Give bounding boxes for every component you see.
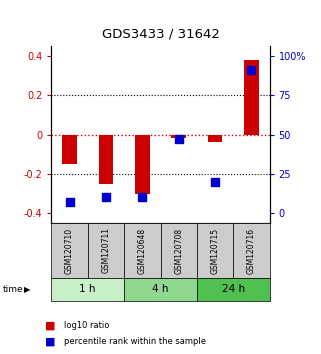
Text: ■: ■ bbox=[45, 337, 56, 347]
Text: GDS3433 / 31642: GDS3433 / 31642 bbox=[101, 27, 220, 40]
Text: GSM120708: GSM120708 bbox=[174, 227, 183, 274]
Point bbox=[103, 195, 108, 200]
Bar bbox=[208, 135, 222, 142]
Bar bbox=[244, 60, 259, 135]
Bar bbox=[99, 135, 113, 184]
Text: GSM120715: GSM120715 bbox=[211, 227, 220, 274]
Point bbox=[67, 199, 72, 205]
Point bbox=[140, 195, 145, 200]
Text: ▶: ▶ bbox=[24, 285, 31, 294]
Bar bbox=[135, 135, 150, 194]
Bar bbox=[171, 135, 186, 138]
Text: GSM120710: GSM120710 bbox=[65, 227, 74, 274]
Text: time: time bbox=[3, 285, 24, 294]
Text: 24 h: 24 h bbox=[222, 284, 245, 295]
Text: GSM120648: GSM120648 bbox=[138, 227, 147, 274]
Text: GSM120716: GSM120716 bbox=[247, 227, 256, 274]
Point bbox=[176, 136, 181, 142]
Text: GSM120711: GSM120711 bbox=[101, 228, 110, 273]
Text: log10 ratio: log10 ratio bbox=[64, 321, 109, 330]
Point bbox=[249, 67, 254, 73]
Text: ■: ■ bbox=[45, 321, 56, 331]
Point bbox=[213, 179, 218, 184]
Text: 4 h: 4 h bbox=[152, 284, 169, 295]
Bar bbox=[62, 135, 77, 164]
Text: percentile rank within the sample: percentile rank within the sample bbox=[64, 337, 206, 346]
Text: 1 h: 1 h bbox=[80, 284, 96, 295]
